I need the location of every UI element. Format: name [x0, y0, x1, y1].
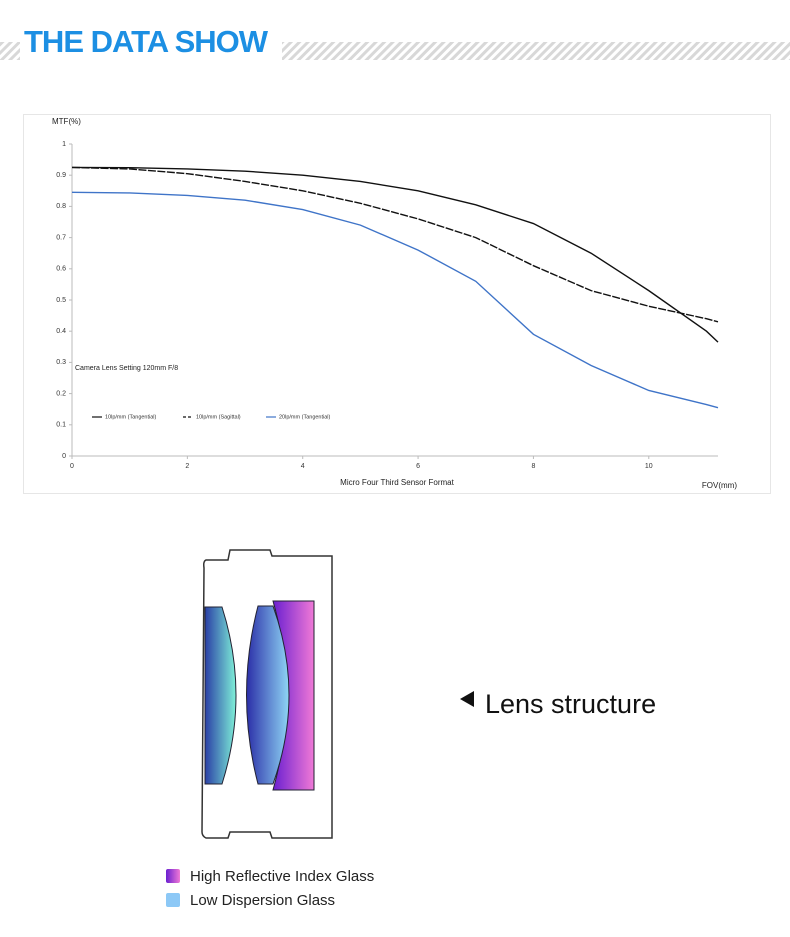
lens-legend-label: High Reflective Index Glass — [190, 868, 374, 885]
legend-swatch — [166, 893, 180, 907]
y-tick-label: 0.2 — [56, 390, 66, 397]
lens-diagram — [201, 549, 333, 839]
legend-label: 10lp/mm (Tangential) — [105, 414, 157, 420]
y-tick-label: 0.8 — [56, 203, 66, 210]
legend-swatch — [166, 869, 180, 883]
chart-frame — [23, 114, 771, 494]
x-axis-title: Micro Four Third Sensor Format — [340, 478, 454, 487]
series-line — [71, 191, 719, 409]
y-tick-label: 0.9 — [56, 172, 66, 179]
y-tick-label: 0.3 — [56, 359, 66, 366]
y-axis-title: MTF(%) — [52, 117, 81, 126]
y-tick-label: 0.6 — [56, 266, 66, 273]
header-title: THE DATA SHOW — [24, 24, 269, 59]
lens-element — [246, 605, 290, 785]
annotation: Camera Lens Setting 120mm F/8 — [75, 365, 178, 372]
y-tick-label: 0.5 — [56, 297, 66, 304]
y-tick-label: 0.1 — [56, 422, 66, 429]
x-tick-label: 10 — [645, 463, 653, 470]
legend-label: 20lp/mm (Tangential) — [279, 414, 331, 420]
x-tick-label: 6 — [416, 463, 420, 470]
lens-element — [204, 606, 237, 785]
x-tick-label: 0 — [70, 463, 74, 470]
lens-caption: Lens structure — [485, 689, 656, 719]
legend-label: 10lp/mm (Sagittal) — [196, 414, 241, 420]
chart: 00.10.20.30.40.50.60.70.80.910 2 4 6 8 10MTF(… — [52, 117, 737, 490]
y-tick-label: 0.7 — [56, 234, 66, 241]
x-unit-label: FOV(mm) — [702, 481, 737, 490]
header-bg — [20, 26, 282, 62]
pointer-arrow — [460, 691, 474, 707]
x-tick-label: 2 — [185, 463, 189, 470]
y-tick-label: 0 — [62, 453, 66, 460]
x-tick-label: 8 — [531, 463, 535, 470]
y-tick-label: 0.4 — [56, 328, 66, 335]
y-tick-label: 1 — [62, 141, 66, 148]
lens-legend-label: Low Dispersion Glass — [190, 892, 335, 909]
series-line — [71, 166, 719, 343]
x-tick-label: 4 — [301, 463, 305, 470]
series-line — [71, 166, 719, 323]
